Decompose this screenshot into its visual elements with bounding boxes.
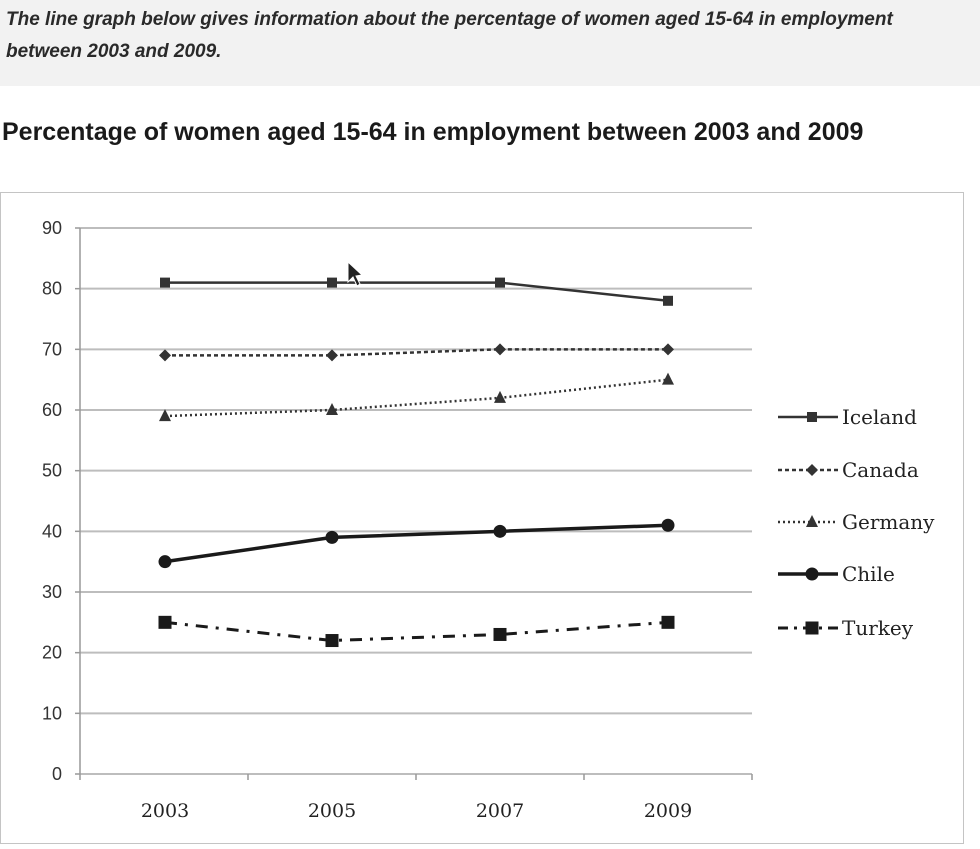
mouse-cursor-icon: [347, 260, 364, 287]
y-tick-label-40: 40: [42, 521, 62, 541]
data-point-germany-2007: [494, 390, 506, 403]
data-point-germany-2009: [662, 372, 674, 385]
series-line-germany: [164, 378, 669, 418]
data-point-germany-2005: [326, 403, 338, 415]
data-point-chile-2005: [325, 530, 339, 544]
x-tick-label-2003: 2003: [141, 800, 189, 822]
prompt-box: The line graph below gives information a…: [0, 0, 980, 86]
legend-marker-canada: [806, 464, 818, 476]
legend-marker-chile: [805, 567, 819, 581]
series-line-turkey: [164, 620, 669, 643]
data-point-chile-2007: [493, 524, 507, 538]
series-line-iceland: [165, 281, 669, 303]
x-tick-label-2007: 2007: [476, 800, 524, 822]
data-point-turkey-2009: [661, 615, 675, 629]
data-point-canada-2007: [494, 343, 506, 356]
data-point-iceland-2009: [663, 295, 673, 306]
data-point-canada-2009: [662, 343, 674, 356]
legend-label-canada: Canada: [842, 458, 919, 482]
data-point-canada-2005: [326, 349, 338, 362]
data-point-turkey-2003: [158, 615, 172, 629]
y-tick-label-0: 0: [52, 764, 62, 784]
data-point-germany-2003: [159, 409, 171, 422]
x-tick-label-2005: 2005: [308, 800, 356, 822]
y-tick-label-10: 10: [42, 703, 62, 723]
legend-marker-germany: [806, 515, 818, 527]
y-tick-label-50: 50: [42, 461, 62, 481]
data-point-iceland-2007: [495, 277, 505, 288]
y-tick-label-20: 20: [42, 643, 62, 663]
series-line-chile: [164, 523, 669, 564]
chart-frame: [0, 192, 964, 844]
data-point-turkey-2005: [325, 634, 339, 648]
data-point-chile-2003: [158, 555, 172, 569]
data-point-iceland-2005: [327, 277, 337, 288]
x-tick-label-2009: 2009: [644, 800, 692, 822]
prompt-text: The line graph below gives information a…: [6, 9, 893, 62]
data-point-iceland-2003: [160, 277, 170, 288]
legend-label-chile: Chile: [842, 562, 895, 586]
chart-title: Percentage of women aged 15-64 in employ…: [2, 118, 864, 146]
legend-label-iceland: Iceland: [842, 405, 917, 429]
y-tick-label-80: 80: [42, 279, 62, 299]
legend-label-germany: Germany: [842, 510, 935, 534]
data-point-chile-2009: [661, 518, 675, 532]
legend-marker-turkey: [805, 621, 819, 635]
y-tick-label-60: 60: [42, 400, 62, 420]
data-point-canada-2003: [159, 349, 171, 362]
legend-label-turkey: Turkey: [842, 616, 914, 640]
legend-marker-iceland: [807, 412, 817, 422]
data-point-turkey-2007: [493, 627, 507, 641]
y-tick-label-30: 30: [42, 582, 62, 602]
y-tick-label-70: 70: [42, 339, 62, 359]
y-tick-label-90: 90: [42, 218, 62, 238]
